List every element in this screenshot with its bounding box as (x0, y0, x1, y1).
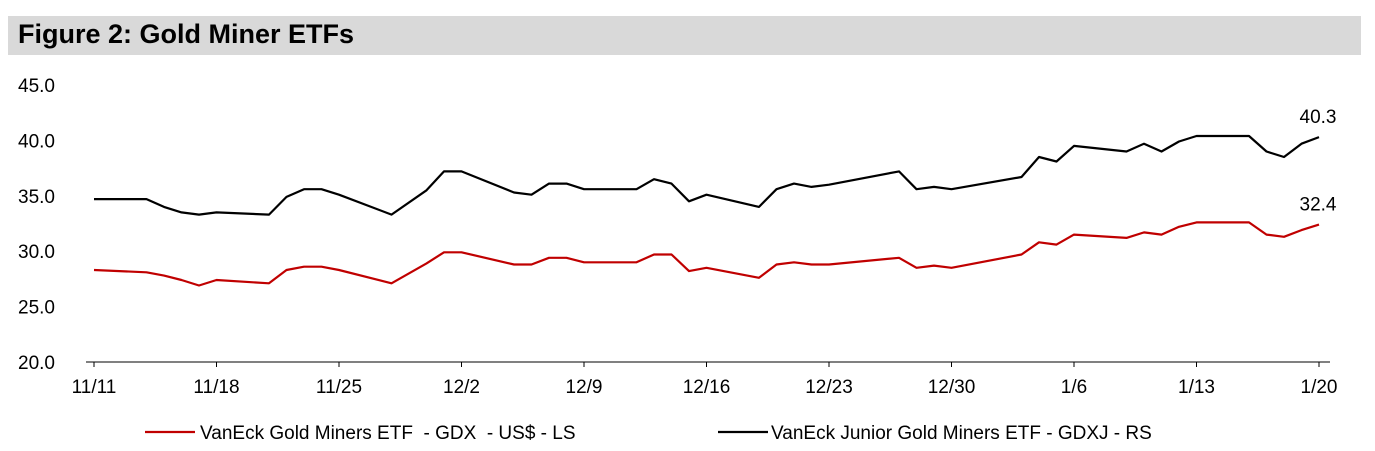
x-tick-label: 12/9 (566, 377, 603, 398)
y-tick-label: 35.0 (18, 187, 55, 208)
x-tick-label: 1/20 (1301, 377, 1338, 398)
y-tick-label: 20.0 (18, 353, 55, 374)
end-value-label: 32.4 (1300, 195, 1337, 216)
figure-title-bar: Figure 2: Gold Miner ETFs (8, 16, 1361, 55)
x-tick-label: 12/2 (443, 377, 480, 398)
series-line-gdx (93, 221, 1320, 287)
x-tick-label: 1/6 (1061, 377, 1087, 398)
x-tick-label: 11/18 (193, 377, 239, 398)
end-value-label: 40.3 (1300, 107, 1337, 128)
x-tick-label: 12/23 (805, 377, 853, 398)
legend-label: VanEck Junior Gold Miners ETF - GDXJ - R… (771, 423, 1152, 444)
y-tick-label: 30.0 (18, 242, 55, 263)
y-tick-label: 45.0 (18, 76, 55, 97)
x-tick-label: 1/13 (1178, 377, 1215, 398)
x-tick-label: 11/11 (72, 377, 117, 398)
x-tick-label: 11/25 (316, 377, 362, 398)
y-tick-label: 25.0 (18, 298, 55, 319)
y-tick-label: 40.0 (18, 131, 55, 152)
x-tick-label: 12/30 (928, 377, 976, 398)
legend-label: VanEck Gold Miners ETF - GDX - US$ - LS (200, 423, 576, 444)
series-line-gdxj (94, 134, 1320, 216)
figure-title: Figure 2: Gold Miner ETFs (18, 19, 355, 49)
x-tick-label: 12/16 (683, 377, 731, 398)
